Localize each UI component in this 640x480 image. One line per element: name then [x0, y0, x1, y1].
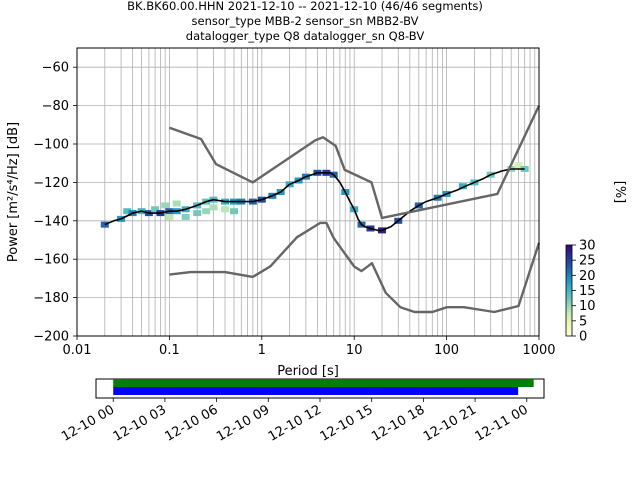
density-cell — [229, 208, 238, 215]
colorbar-tick-label: 30 — [579, 239, 596, 254]
density-cell — [221, 206, 230, 213]
timeline-tick-label: 12-10 09 — [214, 402, 272, 444]
high-noise-model-line — [168, 105, 541, 220]
timeline-tick-label: 12-10 15 — [318, 402, 376, 444]
mode-line — [104, 168, 525, 232]
data-lines — [104, 105, 541, 314]
x-tick-label: 0.1 — [159, 343, 180, 358]
timeline-tick-label: 12-10 21 — [421, 402, 479, 444]
density-cell — [151, 206, 160, 213]
title-line-3: datalogger_type Q8 datalogger_sn Q8-BV — [186, 29, 425, 43]
timeline-tick-label: 12-10 18 — [369, 402, 427, 444]
y-tick-label: −100 — [33, 138, 69, 153]
colorbar-gradient — [565, 244, 573, 337]
y-axis-label: Power [m²/s⁴/Hz] [dB] — [6, 122, 21, 262]
colorbar-tick-label: 10 — [579, 299, 596, 314]
title-line-2: sensor_type MBB-2 sensor_sn MBB2-BV — [192, 14, 419, 28]
x-tick-label: 1000 — [522, 343, 555, 358]
low-noise-model-line — [169, 221, 541, 314]
colorbar-tick-label: 15 — [579, 284, 596, 299]
timeline-tick-label: 12-10 03 — [111, 402, 169, 444]
x-tick-label: 100 — [434, 343, 459, 358]
colorbar-tick-label: 25 — [579, 254, 596, 269]
density-cell — [181, 213, 190, 220]
density-cell — [202, 208, 211, 215]
timeline-bar-blue — [113, 387, 519, 395]
timeline-bars — [113, 379, 534, 395]
density-cell — [161, 202, 170, 209]
timeline-tick-label: 12-10 00 — [59, 402, 117, 444]
colorbar-label: [%] — [612, 181, 627, 204]
colorbar-tick-label: 20 — [579, 269, 596, 284]
timeline-tick-label: 12-10 12 — [266, 402, 324, 444]
y-tick-label: −160 — [33, 253, 69, 268]
y-axis-ticks: −200 −180 −160 −140 −120 −100 −80 −60 — [33, 61, 77, 345]
timeline-tick-label: 12-10 06 — [162, 402, 220, 444]
figure-title: BK.BK60.00.HHN 2021-12-10 -- 2021-12-10 … — [127, 0, 483, 43]
y-tick-label: −140 — [33, 214, 69, 229]
density-cell — [514, 162, 523, 169]
colorbar-tick-label: 5 — [579, 314, 587, 329]
density-cell — [123, 208, 132, 215]
y-tick-label: −200 — [33, 330, 69, 345]
density-cell — [209, 204, 218, 211]
density-cell — [458, 183, 467, 190]
grid-lines — [76, 48, 540, 337]
timeline-bar-green — [113, 379, 534, 387]
plot-frame — [76, 47, 540, 337]
y-tick-label: −60 — [42, 61, 69, 76]
colorbar-tick-label: 0 — [579, 330, 587, 345]
title-line-1: BK.BK60.00.HHN 2021-12-10 -- 2021-12-10 … — [127, 0, 483, 13]
density-cell — [165, 213, 174, 220]
x-axis-ticks: 0.01 0.1 1 10 100 1000 — [63, 336, 556, 358]
psd-plot: 0.01 0.1 1 10 100 1000 −200 −180 −160 −140 −120 −1… — [6, 47, 556, 379]
y-tick-label: −120 — [33, 176, 69, 191]
y-tick-label: −80 — [42, 99, 69, 114]
x-axis-label: Period [s] — [277, 364, 339, 379]
x-tick-label: 10 — [346, 343, 363, 358]
density-cell — [172, 200, 181, 207]
timeline-tick-label: 12-11 00 — [473, 402, 531, 444]
x-tick-label: 0.01 — [63, 343, 92, 358]
x-tick-label: 1 — [258, 343, 266, 358]
density-cell — [100, 221, 109, 228]
y-tick-label: −180 — [33, 291, 69, 306]
density-cell — [193, 210, 202, 217]
